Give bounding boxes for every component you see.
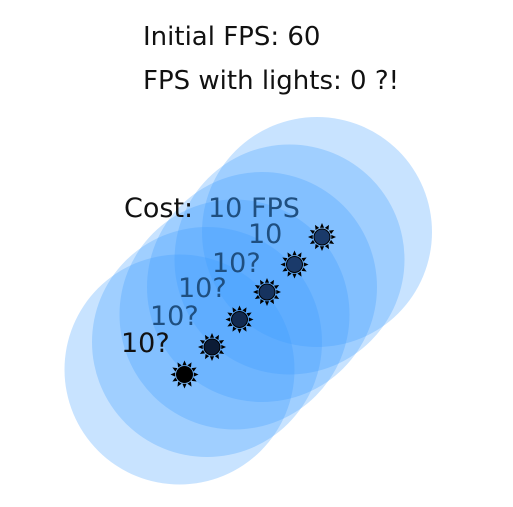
sun-core — [313, 228, 331, 246]
sun-ray — [324, 224, 329, 231]
sun-icon — [198, 333, 226, 361]
sun-ray — [292, 250, 297, 256]
sun-ray — [177, 381, 182, 387]
sun-core — [176, 366, 193, 383]
sun-core — [286, 256, 303, 273]
sun-ray — [301, 257, 307, 262]
light-cost-label: 10? — [212, 248, 261, 279]
sun-ray — [225, 317, 231, 322]
sun-icon — [280, 250, 309, 279]
sun-ray — [309, 230, 316, 235]
sun-ray — [232, 307, 237, 313]
sun-ray — [269, 298, 274, 305]
sun-ray — [309, 239, 316, 244]
sun-ray — [172, 367, 178, 372]
sun-ray — [328, 239, 335, 244]
sun-ray — [276, 289, 281, 295]
sun-ray — [303, 262, 309, 267]
initial-fps-text: Initial FPS: 60 — [143, 22, 321, 52]
sun-ray — [218, 349, 225, 354]
sun-ray — [182, 383, 187, 389]
sun-ray — [260, 298, 265, 305]
sun-ray — [264, 301, 270, 306]
sun-ray — [237, 305, 242, 311]
sun-ray — [260, 279, 265, 286]
sun-icon — [308, 223, 336, 251]
sun-ray — [280, 262, 286, 267]
sun-ray — [172, 377, 178, 382]
sun-ray — [227, 312, 233, 317]
sun-ray — [227, 322, 233, 327]
sun-ray — [246, 322, 252, 327]
sun-ray — [253, 289, 258, 295]
sun-ray — [282, 267, 288, 272]
sun-ray — [264, 278, 270, 283]
sun-ray — [308, 234, 313, 240]
sun-ray — [199, 340, 206, 345]
light-halos — [64, 117, 432, 485]
sun-ray — [205, 353, 210, 360]
sun-ray — [177, 362, 182, 368]
light-cost-label: 10? — [121, 328, 170, 359]
light-cost-label: 10 FPS — [208, 193, 300, 224]
sun-ray — [297, 252, 302, 258]
sun-ray — [209, 356, 215, 361]
sun-ray — [199, 349, 206, 354]
sun-ray — [297, 271, 302, 277]
sun-ray — [301, 267, 307, 272]
sun-ray — [198, 344, 203, 350]
light-sources — [170, 223, 336, 389]
sun-ray — [292, 273, 297, 279]
sun-ray — [287, 252, 292, 258]
sun-ray — [205, 334, 210, 341]
light-cost-label: 10? — [150, 301, 199, 332]
sun-ray — [319, 223, 325, 228]
sun-ray — [331, 234, 336, 240]
sun-icon — [225, 305, 254, 334]
sun-icon — [253, 278, 281, 306]
sun-core — [231, 311, 248, 328]
sun-ray — [214, 353, 219, 360]
sun-ray — [248, 317, 254, 322]
sun-core — [258, 283, 276, 301]
sun-ray — [221, 344, 226, 350]
sun-ray — [237, 328, 242, 334]
sun-ray — [242, 326, 247, 332]
sun-ray — [246, 312, 252, 317]
cost-label: Cost: — [124, 193, 193, 224]
light-cost-label: 10 — [248, 219, 282, 250]
sun-ray — [218, 340, 225, 345]
sun-ray — [269, 279, 274, 286]
sun-ray — [193, 372, 199, 377]
sun-ray — [319, 246, 325, 251]
sun-ray — [191, 377, 197, 382]
sun-ray — [324, 243, 329, 250]
sun-ray — [170, 372, 176, 377]
sun-ray — [273, 285, 280, 290]
sun-ray — [315, 243, 320, 250]
sun-ray — [328, 230, 335, 235]
sun-ray — [254, 294, 261, 299]
sun-core — [203, 338, 221, 356]
sun-ray — [282, 257, 288, 262]
sun-ray — [315, 224, 320, 231]
sun-ray — [187, 362, 192, 368]
sun-icon — [170, 360, 199, 389]
sun-ray — [187, 381, 192, 387]
sun-ray — [191, 367, 197, 372]
sun-ray — [287, 271, 292, 277]
fps-with-lights-text: FPS with lights: 0 ?! — [143, 66, 400, 96]
sun-ray — [273, 294, 280, 299]
sun-ray — [232, 326, 237, 332]
sun-ray — [242, 307, 247, 313]
light-cost-label: 10? — [178, 273, 227, 304]
sun-ray — [209, 333, 215, 338]
sun-ray — [214, 334, 219, 341]
sun-ray — [182, 360, 187, 366]
sun-ray — [254, 285, 261, 290]
